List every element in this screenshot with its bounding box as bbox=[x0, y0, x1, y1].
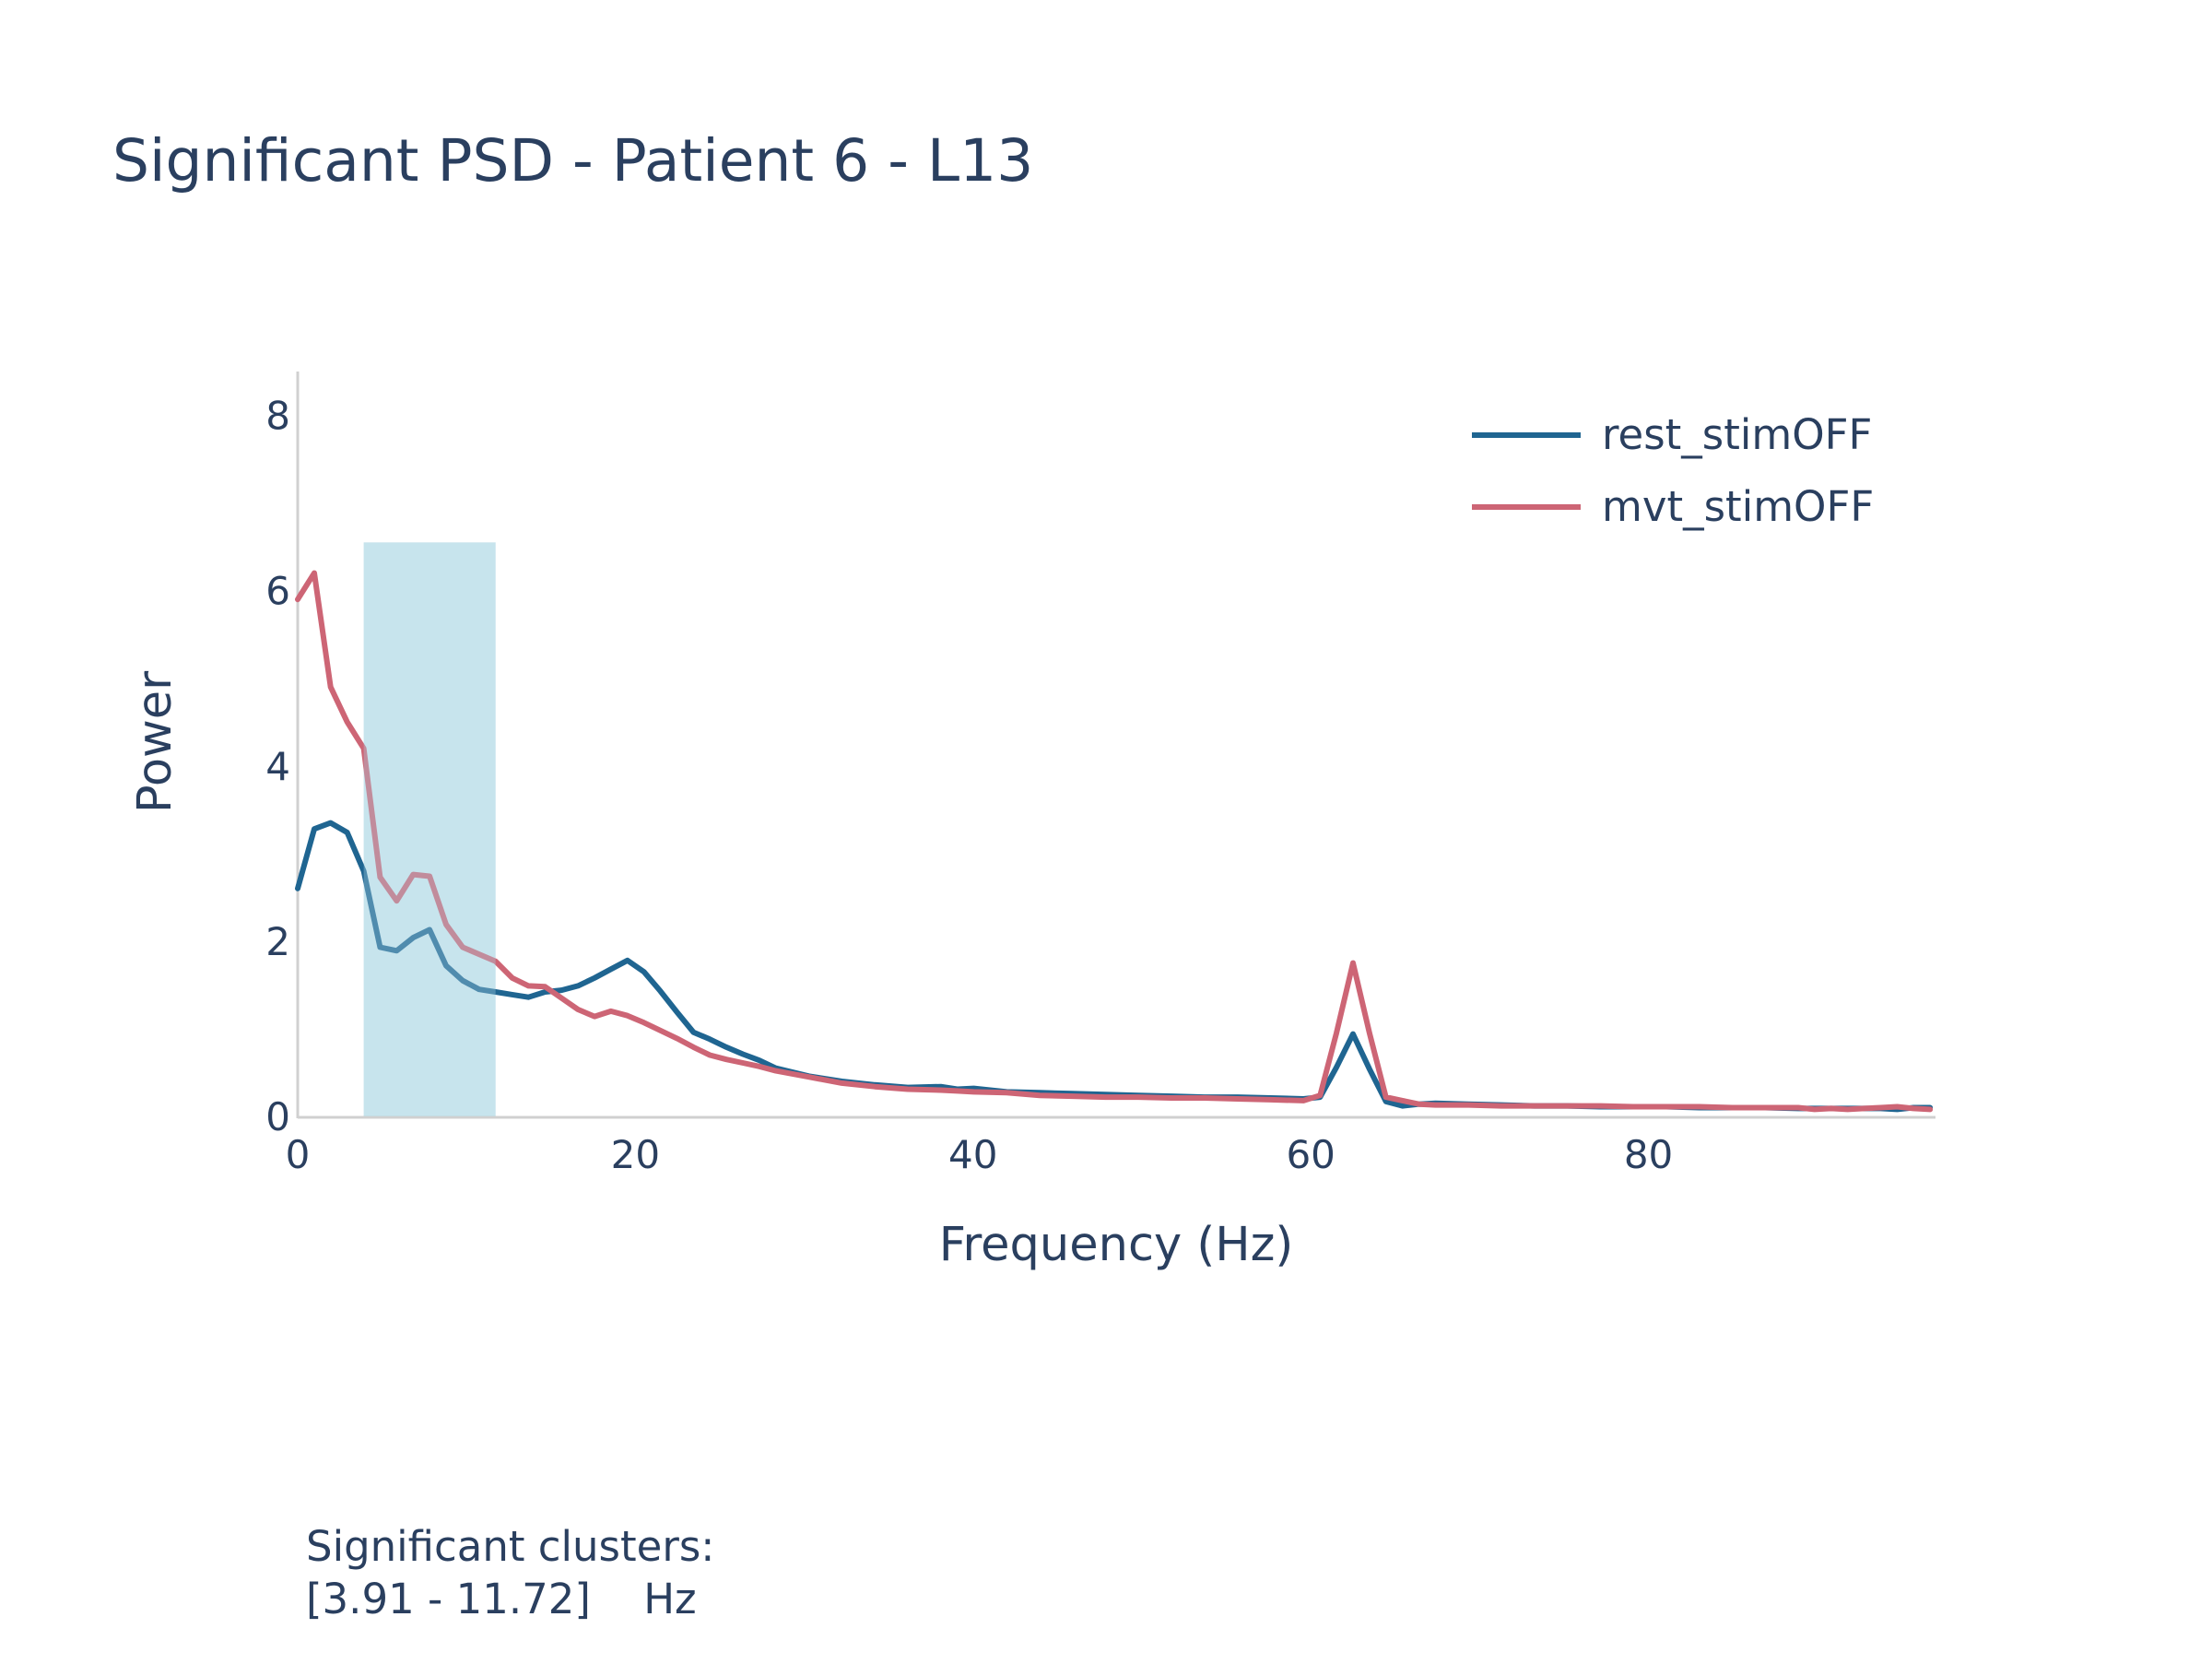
significant-clusters-annotation: Significant clusters: [3.91 - 11.72] Hz bbox=[306, 1522, 714, 1623]
y-tick-label: 4 bbox=[265, 744, 290, 789]
significant-region bbox=[363, 542, 496, 1116]
y-axis-title: Power bbox=[128, 671, 182, 813]
x-axis-title: Frequency (Hz) bbox=[939, 1218, 1294, 1272]
x-tick-label: 80 bbox=[1624, 1132, 1673, 1177]
axes bbox=[296, 372, 1936, 1119]
tick-labels: 0 20 40 60 80 0 2 4 6 8 bbox=[265, 394, 1673, 1177]
x-tick-label: 0 bbox=[286, 1132, 311, 1177]
legend-label-mvt_stimOFF: mvt_stimOFF bbox=[1602, 482, 1874, 531]
annotation-line-2: [3.91 - 11.72] Hz bbox=[306, 1575, 697, 1623]
series-line-mvt_stimOFF bbox=[295, 570, 1934, 1113]
x-tick-label: 20 bbox=[611, 1132, 660, 1177]
annotation-line-1: Significant clusters: bbox=[306, 1522, 714, 1571]
legend-label-rest_stimOFF: rest_stimOFF bbox=[1602, 410, 1872, 459]
y-tick-label: 0 bbox=[265, 1094, 290, 1139]
chart-title: Significant PSD - Patient 6 - L13 bbox=[112, 127, 1033, 195]
series-lines bbox=[295, 570, 1934, 1113]
y-tick-label: 8 bbox=[265, 394, 290, 439]
significant-region-layer bbox=[363, 542, 496, 1116]
legend: rest_stimOFF mvt_stimOFF bbox=[1472, 410, 1874, 531]
significant-region-overlay bbox=[363, 542, 496, 1116]
region-overlay bbox=[363, 542, 496, 1116]
x-tick-label: 60 bbox=[1286, 1132, 1335, 1177]
y-tick-label: 6 bbox=[265, 569, 290, 614]
y-tick-label: 2 bbox=[265, 919, 290, 964]
x-tick-label: 40 bbox=[948, 1132, 997, 1177]
